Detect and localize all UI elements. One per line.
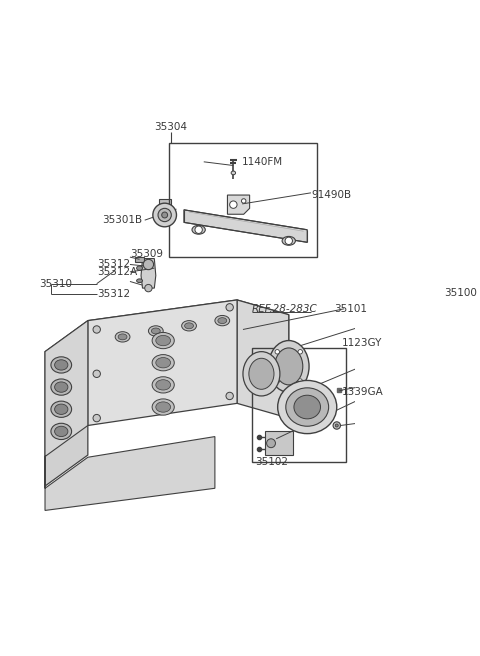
Ellipse shape bbox=[249, 358, 274, 389]
Ellipse shape bbox=[55, 404, 68, 415]
Ellipse shape bbox=[215, 316, 229, 326]
Text: 35312: 35312 bbox=[96, 289, 130, 299]
Ellipse shape bbox=[294, 395, 321, 419]
Ellipse shape bbox=[55, 359, 68, 370]
Ellipse shape bbox=[137, 266, 143, 270]
Text: 1123GY: 1123GY bbox=[342, 338, 382, 348]
Ellipse shape bbox=[277, 380, 337, 434]
Ellipse shape bbox=[137, 279, 143, 283]
Circle shape bbox=[229, 201, 237, 209]
Circle shape bbox=[93, 326, 100, 333]
Text: 35312: 35312 bbox=[96, 260, 130, 270]
Circle shape bbox=[226, 304, 233, 311]
Ellipse shape bbox=[151, 328, 160, 334]
Ellipse shape bbox=[51, 379, 72, 395]
Circle shape bbox=[241, 199, 246, 203]
Polygon shape bbox=[45, 321, 88, 486]
Ellipse shape bbox=[152, 333, 174, 349]
Circle shape bbox=[285, 237, 292, 245]
Polygon shape bbox=[159, 199, 170, 205]
Ellipse shape bbox=[152, 355, 174, 371]
Circle shape bbox=[266, 439, 276, 447]
Polygon shape bbox=[135, 257, 144, 262]
Circle shape bbox=[275, 379, 279, 383]
Ellipse shape bbox=[185, 323, 193, 329]
Circle shape bbox=[298, 350, 302, 354]
Text: 1339GA: 1339GA bbox=[342, 387, 384, 398]
Ellipse shape bbox=[51, 401, 72, 417]
Text: 35100: 35100 bbox=[444, 287, 477, 298]
Text: REF.28-283C: REF.28-283C bbox=[252, 304, 318, 314]
Ellipse shape bbox=[243, 352, 280, 396]
Text: 91490B: 91490B bbox=[311, 190, 351, 200]
Bar bbox=[169, 144, 317, 257]
Text: 1140FM: 1140FM bbox=[241, 157, 283, 167]
Ellipse shape bbox=[156, 335, 170, 346]
Ellipse shape bbox=[148, 326, 163, 336]
Bar bbox=[252, 348, 347, 462]
Circle shape bbox=[298, 379, 302, 383]
Polygon shape bbox=[237, 300, 289, 418]
Ellipse shape bbox=[152, 399, 174, 415]
Text: 35312A: 35312A bbox=[96, 267, 137, 277]
Ellipse shape bbox=[51, 423, 72, 440]
Circle shape bbox=[336, 424, 338, 427]
Ellipse shape bbox=[282, 236, 295, 245]
Polygon shape bbox=[45, 321, 215, 510]
Ellipse shape bbox=[156, 402, 170, 412]
Circle shape bbox=[93, 415, 100, 422]
Circle shape bbox=[226, 392, 233, 400]
Polygon shape bbox=[265, 432, 293, 455]
Text: 35301B: 35301B bbox=[103, 215, 143, 225]
Ellipse shape bbox=[152, 377, 174, 393]
Polygon shape bbox=[228, 195, 250, 215]
Ellipse shape bbox=[192, 225, 205, 234]
Ellipse shape bbox=[286, 388, 329, 426]
Polygon shape bbox=[88, 300, 289, 367]
Ellipse shape bbox=[181, 321, 196, 331]
Text: 35101: 35101 bbox=[335, 304, 368, 314]
Polygon shape bbox=[141, 258, 156, 288]
Ellipse shape bbox=[55, 426, 68, 437]
Ellipse shape bbox=[55, 382, 68, 392]
Circle shape bbox=[153, 203, 177, 227]
Text: 35102: 35102 bbox=[255, 457, 288, 468]
Circle shape bbox=[158, 209, 171, 222]
Circle shape bbox=[145, 285, 152, 292]
Ellipse shape bbox=[156, 358, 170, 368]
Ellipse shape bbox=[231, 171, 236, 174]
Text: 35309: 35309 bbox=[130, 249, 163, 259]
Ellipse shape bbox=[156, 380, 170, 390]
Polygon shape bbox=[88, 300, 237, 426]
Ellipse shape bbox=[275, 348, 303, 385]
Circle shape bbox=[143, 259, 154, 270]
Circle shape bbox=[333, 422, 340, 429]
Polygon shape bbox=[184, 210, 307, 242]
Circle shape bbox=[275, 350, 279, 354]
Ellipse shape bbox=[115, 332, 130, 342]
Text: 35304: 35304 bbox=[154, 122, 187, 132]
Circle shape bbox=[195, 226, 203, 234]
Circle shape bbox=[93, 370, 100, 377]
Text: 35310: 35310 bbox=[39, 279, 72, 289]
Ellipse shape bbox=[268, 340, 309, 392]
Ellipse shape bbox=[51, 357, 72, 373]
Circle shape bbox=[162, 212, 168, 218]
Ellipse shape bbox=[218, 318, 227, 323]
Ellipse shape bbox=[118, 334, 127, 340]
